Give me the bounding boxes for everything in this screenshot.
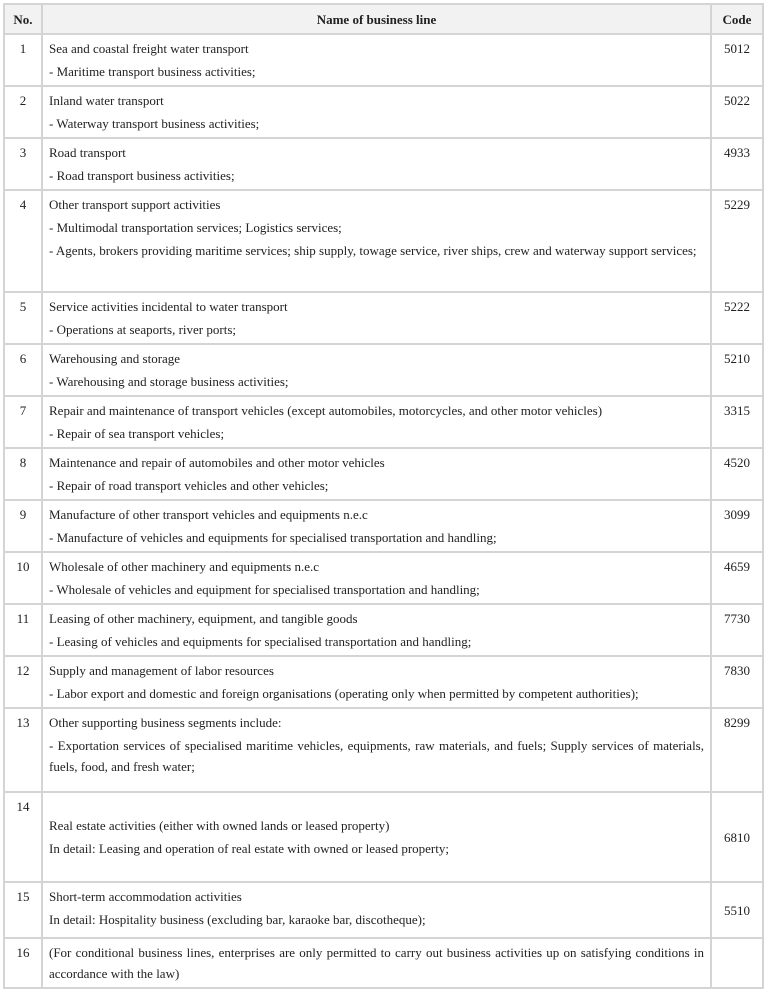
business-line-detail: - Road transport business activities; — [49, 168, 235, 183]
business-line-detail: - Manufacture of vehicles and equipments… — [49, 530, 497, 545]
business-line-name: Sea and coastal freight water transport -… — [41, 33, 712, 87]
row-number: 3 — [3, 137, 43, 191]
business-line-name: Repair and maintenance of transport vehi… — [41, 395, 712, 449]
business-line-name: Manufacture of other transport vehicles … — [41, 499, 712, 553]
business-line-code: 3315 — [710, 395, 764, 449]
business-line-code: 3099 — [710, 499, 764, 553]
row-number: 9 — [3, 499, 43, 553]
business-line-code: 4659 — [710, 551, 764, 605]
business-line-title: Short-term accommodation activities — [49, 889, 242, 904]
business-line-name: Real estate activities (either with owne… — [41, 791, 712, 883]
table-row: 8 Maintenance and repair of automobiles a… — [3, 447, 764, 501]
business-line-title: Warehousing and storage — [49, 351, 181, 366]
business-line-detail: - Multimodal transportation services; Lo… — [49, 220, 342, 235]
business-line-detail: - Agents, brokers providing maritime ser… — [49, 243, 697, 258]
business-line-title: Inland water transport — [49, 93, 164, 108]
business-line-name: Wholesale of other machinery and equipme… — [41, 551, 712, 605]
business-line-title: Service activities incidental to water t… — [49, 299, 288, 314]
business-line-name: Inland water transport - Waterway transpo… — [41, 85, 712, 139]
business-line-code: 5022 — [710, 85, 764, 139]
header-name: Name of business line — [41, 3, 712, 35]
table-row: 14 Real estate activities (either with ow… — [3, 791, 764, 883]
row-number: 4 — [3, 189, 43, 293]
business-line-name: Leasing of other machinery, equipment, a… — [41, 603, 712, 657]
table-row: 4 Other transport support activities - Mul… — [3, 189, 764, 293]
business-line-title: Maintenance and repair of automobiles an… — [49, 455, 385, 470]
business-line-title: Manufacture of other transport vehicles … — [49, 507, 368, 522]
row-number: 8 — [3, 447, 43, 501]
table-row: 12 Supply and management of labor resourc… — [3, 655, 764, 709]
table-row: 5 Service activities incidental to water … — [3, 291, 764, 345]
row-number: 1 — [3, 33, 43, 87]
row-number: 10 — [3, 551, 43, 605]
business-line-code: 5012 — [710, 33, 764, 87]
row-number: 5 — [3, 291, 43, 345]
business-line-code: 4933 — [710, 137, 764, 191]
business-line-title: Supply and management of labor resources — [49, 663, 274, 678]
table-row: 11 Leasing of other machinery, equipment,… — [3, 603, 764, 657]
table-row: 10 Wholesale of other machinery and equip… — [3, 551, 764, 605]
business-line-detail: - Operations at seaports, river ports; — [49, 322, 237, 337]
business-line-title: Other transport support activities — [49, 197, 221, 212]
business-line-detail: - Maritime transport business activities… — [49, 64, 256, 79]
header-no: No. — [3, 3, 43, 35]
business-line-name: Other supporting business segments inclu… — [41, 707, 712, 793]
table-row: 6 Warehousing and storage - Warehousing an… — [3, 343, 764, 397]
business-line-code: 6810 — [710, 791, 764, 883]
row-number: 15 — [3, 881, 43, 939]
business-line-detail: - Repair of sea transport vehicles; — [49, 426, 225, 441]
row-number: 2 — [3, 85, 43, 139]
business-line-name: Maintenance and repair of automobiles an… — [41, 447, 712, 501]
business-lines-table: No. Name of business line Code 1 Sea and … — [3, 3, 764, 989]
business-line-code: 4520 — [710, 447, 764, 501]
table-row: 13 Other supporting business segments inc… — [3, 707, 764, 793]
table-header-row: No. Name of business line Code — [3, 3, 764, 35]
table-body: 1 Sea and coastal freight water transport… — [3, 33, 764, 989]
business-line-code: 8299 — [710, 707, 764, 793]
business-line-detail: - Labor export and domestic and foreign … — [49, 686, 639, 701]
business-line-detail: In detail: Leasing and operation of real… — [49, 841, 449, 856]
business-line-code: 5222 — [710, 291, 764, 345]
business-line-detail: - Exportation services of specialised ma… — [49, 738, 704, 774]
business-line-detail: - Leasing of vehicles and equipments for… — [49, 634, 472, 649]
table-row: 3 Road transport - Road transport business… — [3, 137, 764, 191]
business-line-name: Supply and management of labor resources… — [41, 655, 712, 709]
business-line-code: 5510 — [710, 881, 764, 939]
row-number: 13 — [3, 707, 43, 793]
business-line-title: Road transport — [49, 145, 126, 160]
row-number: 12 — [3, 655, 43, 709]
row-number: 6 — [3, 343, 43, 397]
business-line-code: 7730 — [710, 603, 764, 657]
table-row: 2 Inland water transport - Waterway transp… — [3, 85, 764, 139]
header-code: Code — [710, 3, 764, 35]
business-line-detail: In detail: Hospitality business (excludi… — [49, 912, 426, 927]
business-line-title: (For conditional business lines, enterpr… — [49, 945, 704, 981]
row-number: 7 — [3, 395, 43, 449]
table-row: 9 Manufacture of other transport vehicles… — [3, 499, 764, 553]
table-row: 15 Short-term accommodation activities In … — [3, 881, 764, 939]
business-line-name: Warehousing and storage - Warehousing and… — [41, 343, 712, 397]
business-line-detail: - Warehousing and storage business activ… — [49, 374, 289, 389]
business-line-title: Other supporting business segments inclu… — [49, 715, 282, 730]
business-line-detail: - Wholesale of vehicles and equipment fo… — [49, 582, 480, 597]
business-line-title: Repair and maintenance of transport vehi… — [49, 403, 603, 418]
business-line-title: Leasing of other machinery, equipment, a… — [49, 611, 358, 626]
business-line-name: Short-term accommodation activities In de… — [41, 881, 712, 939]
business-line-title: Sea and coastal freight water transport — [49, 41, 249, 56]
business-line-detail: - Repair of road transport vehicles and … — [49, 478, 329, 493]
row-number: 14 — [3, 791, 43, 883]
business-line-detail: - Waterway transport business activities… — [49, 116, 260, 131]
table-row: 7 Repair and maintenance of transport veh… — [3, 395, 764, 449]
business-line-name: Road transport - Road transport business … — [41, 137, 712, 191]
business-line-code: 5210 — [710, 343, 764, 397]
row-number: 11 — [3, 603, 43, 657]
business-line-title: Real estate activities (either with owne… — [49, 818, 390, 833]
business-line-code: 7830 — [710, 655, 764, 709]
business-line-name: Service activities incidental to water t… — [41, 291, 712, 345]
business-line-title: Wholesale of other machinery and equipme… — [49, 559, 320, 574]
table-row: 1 Sea and coastal freight water transport… — [3, 33, 764, 87]
business-line-code: 5229 — [710, 189, 764, 293]
business-line-name: Other transport support activities - Mult… — [41, 189, 712, 293]
